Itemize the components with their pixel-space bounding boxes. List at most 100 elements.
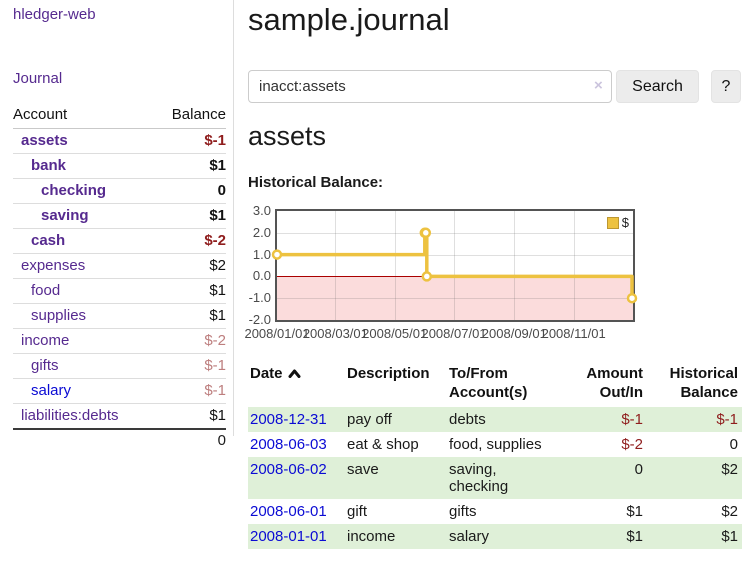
account-link[interactable]: checking: [41, 182, 107, 199]
account-balance: $2: [153, 253, 226, 279]
clear-search-icon[interactable]: ×: [594, 77, 603, 94]
y-tick-label: -1.0: [248, 290, 271, 306]
legend-swatch-icon: [606, 216, 619, 229]
account-link[interactable]: supplies: [31, 307, 87, 324]
account-link[interactable]: assets: [21, 132, 68, 149]
account-row: gifts $-1: [13, 353, 226, 379]
account-balance: $1: [153, 403, 226, 430]
account-link[interactable]: expenses: [21, 257, 86, 274]
transaction-balance: $1: [721, 527, 738, 545]
gridline: [277, 298, 633, 300]
account-balance: $1: [153, 203, 226, 229]
x-tick-label: 2008/09/01: [481, 326, 547, 341]
page-title: sample.journal: [248, 2, 450, 37]
account-link[interactable]: bank: [31, 157, 67, 174]
search-input[interactable]: [248, 70, 612, 103]
account-link[interactable]: salary: [31, 382, 72, 399]
accounts-header-account: Account: [13, 101, 154, 129]
balance-series: [271, 227, 638, 304]
account-row: salary $-1: [13, 378, 226, 404]
transaction-balance: $-1: [716, 410, 738, 428]
accounts-header-row: Account Balance: [13, 101, 226, 129]
account-row: supplies $1: [13, 303, 226, 329]
account-link[interactable]: income: [21, 332, 70, 349]
transaction-description: save: [347, 460, 379, 478]
transaction-accounts: salary: [449, 527, 490, 545]
accounts-table: Account Balance assets $-1 bank $1 checking 0…: [13, 101, 226, 452]
account-link[interactable]: food: [31, 282, 61, 299]
gridline: [514, 211, 516, 320]
negative-region: [277, 276, 633, 320]
account-balance: $1: [153, 303, 226, 329]
account-balance: $-2: [153, 228, 226, 254]
account-balance: $1: [153, 278, 226, 304]
transaction-description: eat & shop: [347, 435, 419, 453]
account-row: checking 0: [13, 178, 226, 204]
account-row: food $1: [13, 278, 226, 304]
transaction-amount: 0: [634, 460, 643, 478]
account-balance: 0: [153, 178, 226, 204]
account-balance: $-1: [153, 353, 226, 379]
account-link[interactable]: liabilities:debts: [21, 407, 119, 424]
register-header-description[interactable]: Description: [347, 365, 430, 382]
accounts-header-balance: Balance: [153, 101, 226, 129]
register-row: 2008-01-01 income salary $1 $1: [248, 523, 742, 549]
brand-link[interactable]: hledger-web: [13, 6, 96, 23]
data-point-marker: [420, 227, 432, 239]
gridline: [277, 232, 633, 234]
account-link[interactable]: saving: [41, 207, 89, 224]
register-row: 2008-12-31 pay off debts $-1 $-1: [248, 406, 742, 432]
gridline: [454, 211, 456, 320]
data-point-marker: [626, 292, 638, 304]
accounts-total-row: 0: [13, 428, 226, 452]
transaction-date-link[interactable]: 2008-12-31: [250, 410, 327, 428]
sidebar-item-journal[interactable]: Journal: [13, 70, 63, 87]
register-row: 2008-06-02 save saving, checking 0 $2: [248, 456, 742, 499]
account-balance: $-1: [153, 378, 226, 404]
chart-title: Historical Balance:: [248, 174, 384, 191]
register-header-balance[interactable]: Historical Balance: [669, 365, 738, 401]
account-row: income $-2: [13, 328, 226, 354]
account-balance: $-1: [153, 128, 226, 154]
transaction-description: income: [347, 527, 396, 545]
account-link[interactable]: cash: [31, 232, 66, 249]
account-balance: $-2: [153, 328, 226, 354]
y-tick-label: 3.0: [252, 203, 271, 218]
transaction-date-link[interactable]: 2008-06-02: [250, 460, 327, 478]
register-header-amount[interactable]: Amount Out/In: [586, 365, 643, 401]
search-button[interactable]: Search: [616, 70, 699, 103]
transaction-amount: $1: [626, 527, 643, 545]
sort-ascending-icon: [288, 369, 301, 378]
x-tick-label: 2008/01/01: [244, 326, 310, 341]
gridline: [573, 211, 575, 320]
gridline: [394, 211, 396, 320]
account-row: expenses $2: [13, 253, 226, 279]
register-header-accounts[interactable]: To/From Account(s): [449, 365, 528, 401]
transaction-date-link[interactable]: 2008-06-01: [250, 502, 327, 520]
register-row: 2008-06-03 eat & shop food, supplies $-2 0: [248, 432, 742, 457]
transaction-balance: 0: [729, 435, 738, 453]
x-tick-label: 2008/05/01: [362, 326, 428, 341]
y-tick-label: 0.0: [252, 268, 271, 284]
transaction-accounts: debts: [449, 410, 486, 428]
register-header-row: Date Description To/From Account(s) Amou…: [248, 361, 742, 407]
y-tick-label: 1.0: [252, 246, 271, 262]
data-point-marker: [421, 271, 433, 282]
account-row: saving $1: [13, 203, 226, 229]
account-row: liabilities:debts $1: [13, 403, 226, 430]
chart-plot-area: $: [271, 209, 638, 322]
account-row: bank $1: [13, 153, 226, 179]
transaction-balance: $2: [721, 460, 738, 478]
gridline: [277, 254, 633, 256]
transaction-date-link[interactable]: 2008-06-03: [250, 435, 327, 453]
register-header-date[interactable]: Date: [248, 361, 345, 407]
transaction-amount: $1: [626, 502, 643, 520]
account-link[interactable]: gifts: [31, 357, 59, 374]
help-button[interactable]: ?: [711, 70, 741, 103]
account-row: assets $-1: [13, 128, 226, 154]
legend-label: $: [621, 215, 629, 230]
transaction-date-link[interactable]: 2008-01-01: [250, 527, 327, 545]
account-heading: assets: [248, 121, 327, 151]
balance-chart: 3.0 2.0 1.0 0.0 -1.0 -2.0 $ 2008/01/01 2008/03…: [244, 196, 742, 346]
